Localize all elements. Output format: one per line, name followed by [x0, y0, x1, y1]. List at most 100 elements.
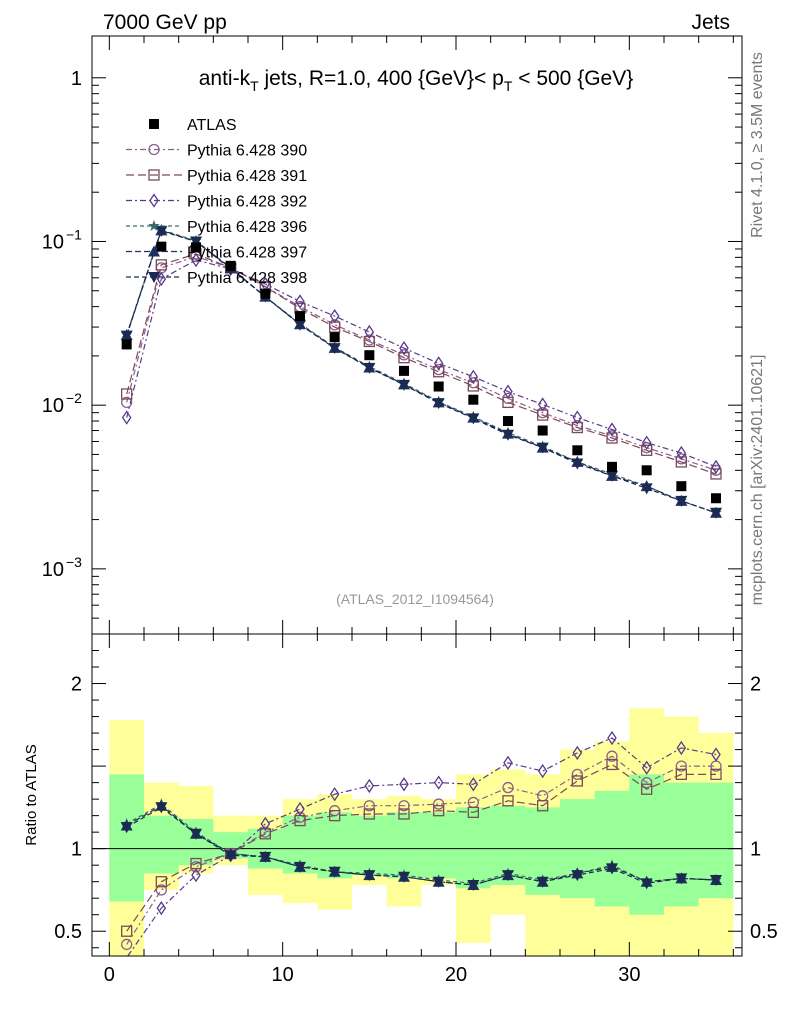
ratio-point-pythia-6-428-391 — [502, 795, 514, 807]
point-pythia-6-428-398 — [190, 236, 202, 248]
point-pythia-6-428-398 — [467, 413, 480, 425]
ratio-point-pythia-6-428-390 — [641, 776, 653, 789]
point-pythia-6-428-398 — [155, 225, 168, 237]
y-tick-exponent: −1 — [66, 226, 82, 242]
ratio-line-pythia-6-428-396 — [126, 803, 717, 884]
ratio-y-axis: 0.5 0.5 1 1 2 2 — [54, 674, 778, 944]
ratio-line-pythia-6-428-391 — [126, 763, 716, 932]
ratio-point-pythia-6-428-392 — [537, 763, 548, 779]
analysis-watermark: (ATLAS_2012_I1094564) — [336, 591, 494, 607]
main-panel: anti-kT jets, R=1.0, 400 {GeV}< pT < 500… — [42, 35, 743, 635]
ratio-point-pythia-6-428-398 — [502, 870, 514, 882]
legend: ATLAS Pythia 6.428 390 Pythia 6.428 391 Pyt… — [126, 117, 307, 287]
legend-label-pythia-6-428-391: Pythia 6.428 391 — [187, 168, 307, 185]
legend-label-atlas: ATLAS — [187, 117, 237, 134]
point-pythia-6-428-391 — [363, 335, 375, 348]
ratio-point-pythia-6-428-392 — [503, 755, 513, 770]
y-tick-label: 1 — [71, 68, 82, 90]
ratio-point-pythia-6-428-390 — [606, 750, 618, 762]
header-left: 7000 GeV pp — [103, 11, 227, 34]
point-pythia-6-428-398 — [120, 330, 133, 342]
plot-title: anti-kT jets, R=1.0, 400 {GeV}< pT < 500… — [199, 67, 634, 94]
point-pythia-6-428-398 — [294, 319, 306, 331]
point-pythia-6-428-392 — [295, 294, 305, 309]
legend-marker-pythia-6-428-397 — [148, 245, 160, 257]
point-atlas — [295, 311, 305, 322]
legend-label-pythia-6-428-396: Pythia 6.428 396 — [187, 219, 307, 236]
x-tick-label: 10 — [272, 964, 294, 986]
point-atlas — [399, 365, 409, 376]
point-pythia-6-428-398 — [363, 362, 376, 374]
point-pythia-6-428-398 — [536, 442, 549, 454]
point-pythia-6-428-392 — [711, 459, 721, 475]
point-atlas — [156, 241, 167, 252]
ratio-y-tick-label: 2 — [71, 674, 82, 696]
ratio-point-pythia-6-428-398 — [294, 861, 306, 873]
point-pythia-6-428-392 — [399, 340, 409, 356]
series-line-pythia-6-428-392 — [126, 259, 717, 468]
point-atlas — [191, 242, 201, 253]
ratio-point-pythia-6-428-392 — [468, 777, 479, 792]
green-band-bin — [664, 782, 699, 907]
ratio-point-pythia-6-428-392 — [711, 747, 721, 762]
point-pythia-6-428-391 — [675, 456, 687, 468]
ratio-point-pythia-6-428-390 — [502, 781, 514, 794]
ratio-point-pythia-6-428-391 — [467, 806, 479, 818]
point-pythia-6-428-391 — [433, 366, 445, 378]
y-tick-exponent: −2 — [66, 390, 82, 406]
ratio-line-pythia-6-428-392 — [127, 737, 717, 957]
ratio-point-pythia-6-428-392 — [364, 778, 375, 794]
ratio-point-pythia-6-428-398 — [606, 863, 618, 875]
ratio-series — [120, 730, 722, 957]
green-band-bin — [629, 774, 664, 915]
green-band-bin — [144, 815, 179, 874]
main-y-axis: 110−110−210−3 — [42, 68, 742, 635]
ratio-point-pythia-6-428-391 — [537, 800, 549, 812]
point-pythia-6-428-398 — [398, 379, 410, 391]
green-band-bin — [421, 812, 456, 879]
point-atlas — [711, 493, 721, 504]
ratio-point-pythia-6-428-398 — [675, 873, 688, 885]
ratio-point-pythia-6-428-390 — [363, 800, 375, 812]
ratio-point-pythia-6-428-398 — [710, 875, 722, 887]
point-pythia-6-428-392 — [607, 422, 617, 437]
point-pythia-6-428-398 — [675, 495, 688, 507]
ratio-point-pythia-6-428-391 — [710, 768, 722, 781]
point-atlas — [607, 461, 617, 472]
ratio-y-tick-label-right: 0.5 — [750, 921, 778, 943]
legend-marker-pythia-6-428-392 — [149, 193, 159, 208]
point-pythia-6-428-392 — [329, 308, 340, 324]
rivet-label: Rivet 4.1.0, ≥ 3.5M events — [749, 52, 766, 238]
point-pythia-6-428-391 — [398, 352, 410, 364]
ratio-point-pythia-6-428-398 — [259, 851, 272, 863]
point-pythia-6-428-392 — [121, 410, 132, 425]
ratio-point-pythia-6-428-392 — [433, 775, 444, 790]
point-atlas — [121, 339, 132, 350]
y-tick-label: 10 — [42, 559, 64, 581]
point-atlas — [537, 425, 548, 436]
ratio-point-pythia-6-428-390 — [398, 800, 410, 812]
legend-label-pythia-6-428-398: Pythia 6.428 398 — [187, 270, 307, 287]
ratio-point-pythia-6-428-392 — [260, 816, 271, 832]
ratio-point-pythia-6-428-390 — [433, 798, 445, 810]
ratio-point-pythia-6-428-392 — [156, 900, 167, 916]
point-pythia-6-428-392 — [433, 356, 444, 371]
legend-marker-pythia-6-428-396 — [148, 220, 160, 231]
point-pythia-6-428-391 — [710, 468, 722, 480]
y-tick-exponent: −3 — [66, 554, 82, 570]
legend-label-pythia-6-428-397: Pythia 6.428 397 — [187, 245, 307, 262]
ratio-point-pythia-6-428-398 — [536, 876, 549, 888]
ratio-line-pythia-6-428-390 — [126, 755, 716, 945]
point-atlas — [260, 288, 271, 299]
point-pythia-6-428-391 — [606, 432, 618, 444]
ratio-point-pythia-6-428-398 — [467, 879, 480, 891]
point-pythia-6-428-391 — [121, 388, 133, 400]
ratio-point-pythia-6-428-391 — [363, 808, 375, 820]
legend-label-pythia-6-428-392: Pythia 6.428 392 — [187, 194, 307, 211]
point-atlas — [468, 394, 479, 405]
point-pythia-6-428-392 — [537, 397, 548, 412]
point-pythia-6-428-398 — [710, 507, 722, 519]
ratio-point-pythia-6-428-391 — [606, 758, 618, 771]
point-pythia-6-428-390 — [121, 396, 133, 409]
